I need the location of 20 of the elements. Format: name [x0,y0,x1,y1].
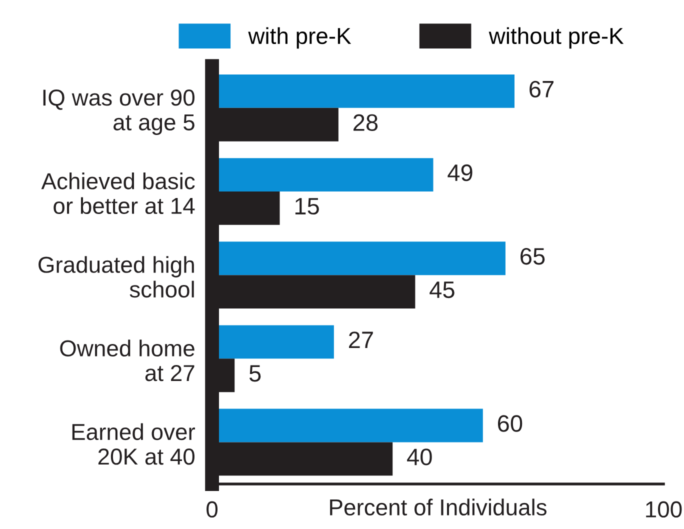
legend-label: without pre-K [488,27,624,49]
y-tick-label: Achieved basic or better at 14 [41,172,195,214]
x-tick-label: 100 [646,501,682,518]
data-label: 60 [498,415,522,432]
data-label: 28 [354,114,378,131]
y-tick-label: Graduated high school [38,256,194,298]
x-tick-label: 0 [206,501,218,518]
data-label: 40 [407,448,432,466]
y-tick-label: Owned home at 27 [60,340,194,382]
data-label: 49 [448,164,472,182]
y-tick-label: Earned over 20K at 40 [72,423,195,465]
data-label: 27 [349,332,373,348]
data-label: 65 [520,248,545,265]
y-tick-label: IQ was over 90 at age 5 [43,90,194,135]
data-label: 67 [530,80,554,98]
legend-label: with pre-K [248,27,352,49]
data-label: 15 [295,198,319,215]
data-label: 45 [430,282,454,298]
data-label: 5 [249,365,261,382]
x-axis-title: Percent of Individuals [330,498,546,516]
